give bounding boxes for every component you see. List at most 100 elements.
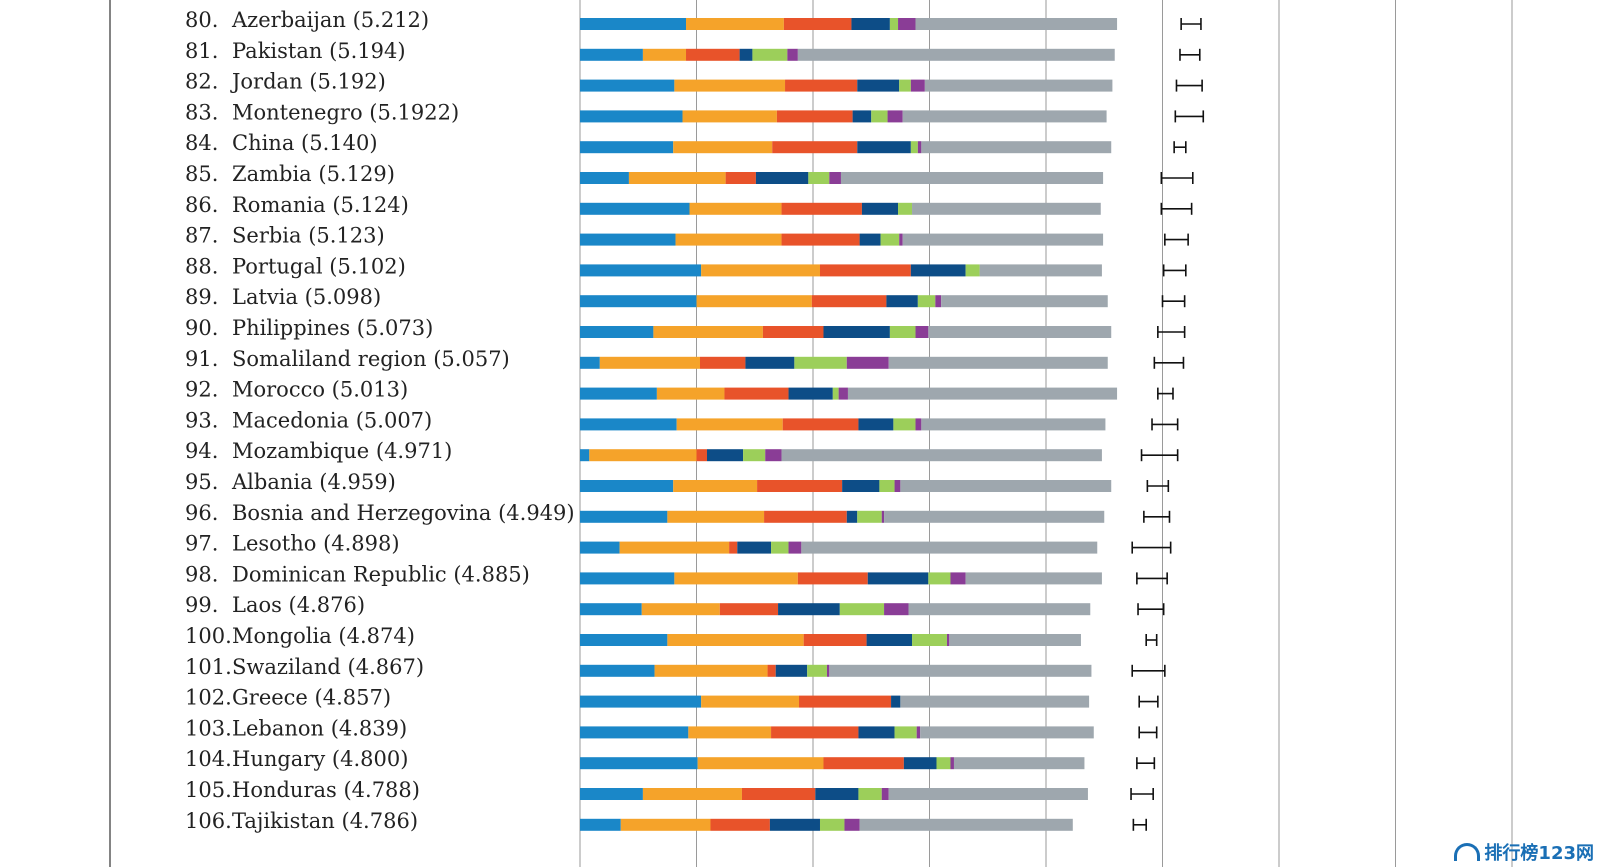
bar-segment — [916, 726, 921, 739]
bar-segment — [884, 603, 909, 616]
bar-segment — [781, 449, 1102, 462]
bar-segment — [706, 449, 744, 462]
bar-segment — [949, 634, 1081, 646]
country-label: Mozambique (4.971) — [232, 439, 452, 463]
bar-segment — [688, 726, 772, 739]
bar-segment — [757, 480, 843, 492]
bar-segment — [580, 603, 642, 616]
bar-segment — [893, 418, 916, 431]
bar-segment — [580, 480, 674, 492]
bar-segment — [844, 818, 860, 831]
bar-segment — [743, 449, 766, 462]
bar-segment — [908, 603, 1091, 616]
bar-segment — [965, 264, 980, 277]
country-label: Montenegro (5.1922) — [232, 100, 459, 124]
bar-segment — [580, 510, 668, 523]
bar-segment — [719, 603, 779, 616]
bar-segment — [781, 233, 860, 246]
bar-segment — [936, 757, 951, 770]
bar-segment — [935, 295, 942, 308]
bar-segment — [642, 48, 687, 61]
bar-segment — [846, 356, 889, 369]
bar-segment — [826, 664, 830, 677]
country-label: Portugal (5.102) — [232, 254, 406, 278]
bar-segment — [823, 757, 904, 770]
watermark: 排行榜123网 — [1454, 839, 1594, 865]
bar-segment — [842, 480, 880, 492]
rank-label: 80. — [185, 8, 218, 32]
bar-segment — [667, 510, 765, 523]
rank-label: 96. — [185, 501, 218, 525]
bar-segment — [797, 572, 868, 585]
bar-segment — [580, 202, 690, 215]
rank-label: 105. — [185, 778, 232, 802]
bar-segment — [898, 18, 916, 30]
bar-segment — [641, 603, 720, 616]
bar-segment — [755, 172, 809, 184]
bar-segment — [741, 788, 816, 800]
bar-segment — [867, 572, 929, 585]
bar-segment — [889, 18, 899, 30]
bar-segment — [696, 449, 707, 462]
bar-segment — [701, 695, 800, 708]
bar-segment — [859, 233, 881, 246]
rank-label: 89. — [185, 285, 218, 309]
bar-segment — [686, 48, 740, 61]
bar-segment — [580, 572, 675, 585]
country-label: Swaziland (4.867) — [232, 655, 424, 679]
bar-segment — [580, 326, 654, 338]
logo-icon — [1454, 843, 1481, 861]
bar-segment — [891, 695, 901, 708]
rank-label: 93. — [185, 408, 218, 432]
bar-segment — [771, 541, 789, 554]
bar-segment — [887, 110, 903, 123]
rank-label: 81. — [185, 39, 218, 63]
bar-segment — [858, 788, 882, 800]
bar-segment — [928, 326, 1112, 338]
bar-segment — [910, 264, 966, 277]
bar-segment — [898, 202, 913, 215]
country-label: Somaliland region (5.057) — [232, 347, 510, 371]
bar-segment — [769, 818, 820, 831]
country-label: Hungary (4.800) — [232, 747, 408, 771]
bar-segment — [852, 110, 872, 123]
bar-segment — [941, 295, 1108, 308]
bar-segment — [847, 387, 1118, 400]
bar-segment — [580, 449, 590, 462]
bar-segment — [903, 757, 937, 770]
bar-segment — [807, 664, 827, 677]
bar-segment — [910, 141, 918, 154]
bar-segment — [899, 233, 903, 246]
bar-segment — [900, 480, 1112, 492]
bar-segment — [797, 48, 1115, 61]
rank-label: 100. — [185, 624, 232, 648]
bar-segment — [950, 757, 954, 770]
country-label: Morocco (5.013) — [232, 378, 408, 402]
bar-segment — [857, 510, 882, 523]
rank-label: 84. — [185, 131, 218, 155]
bar-segment — [880, 233, 900, 246]
bar-segment — [580, 418, 677, 431]
bar-segment — [580, 18, 687, 30]
rank-label: 98. — [185, 562, 218, 586]
bar-segment — [859, 818, 1073, 831]
bar-segment — [653, 326, 763, 338]
bar-segment — [782, 418, 859, 431]
bar-segment — [861, 202, 899, 215]
bar-segment — [851, 18, 890, 30]
bar-segment — [781, 202, 862, 215]
bar-segment — [915, 418, 922, 431]
bar-segment — [894, 480, 901, 492]
bar-segment — [866, 634, 913, 646]
bar-segment — [823, 326, 890, 338]
rank-label: 99. — [185, 593, 218, 617]
bar-segment — [776, 110, 853, 123]
bar-segment — [762, 326, 824, 338]
bar-segment — [580, 541, 620, 554]
rank-label: 86. — [185, 193, 218, 217]
bar-segment — [858, 418, 894, 431]
bar-segment — [689, 202, 782, 215]
bar-segment — [902, 110, 1107, 123]
watermark-text: 排行榜123网 — [1484, 843, 1594, 864]
country-label: Dominican Republic (4.885) — [232, 562, 530, 586]
